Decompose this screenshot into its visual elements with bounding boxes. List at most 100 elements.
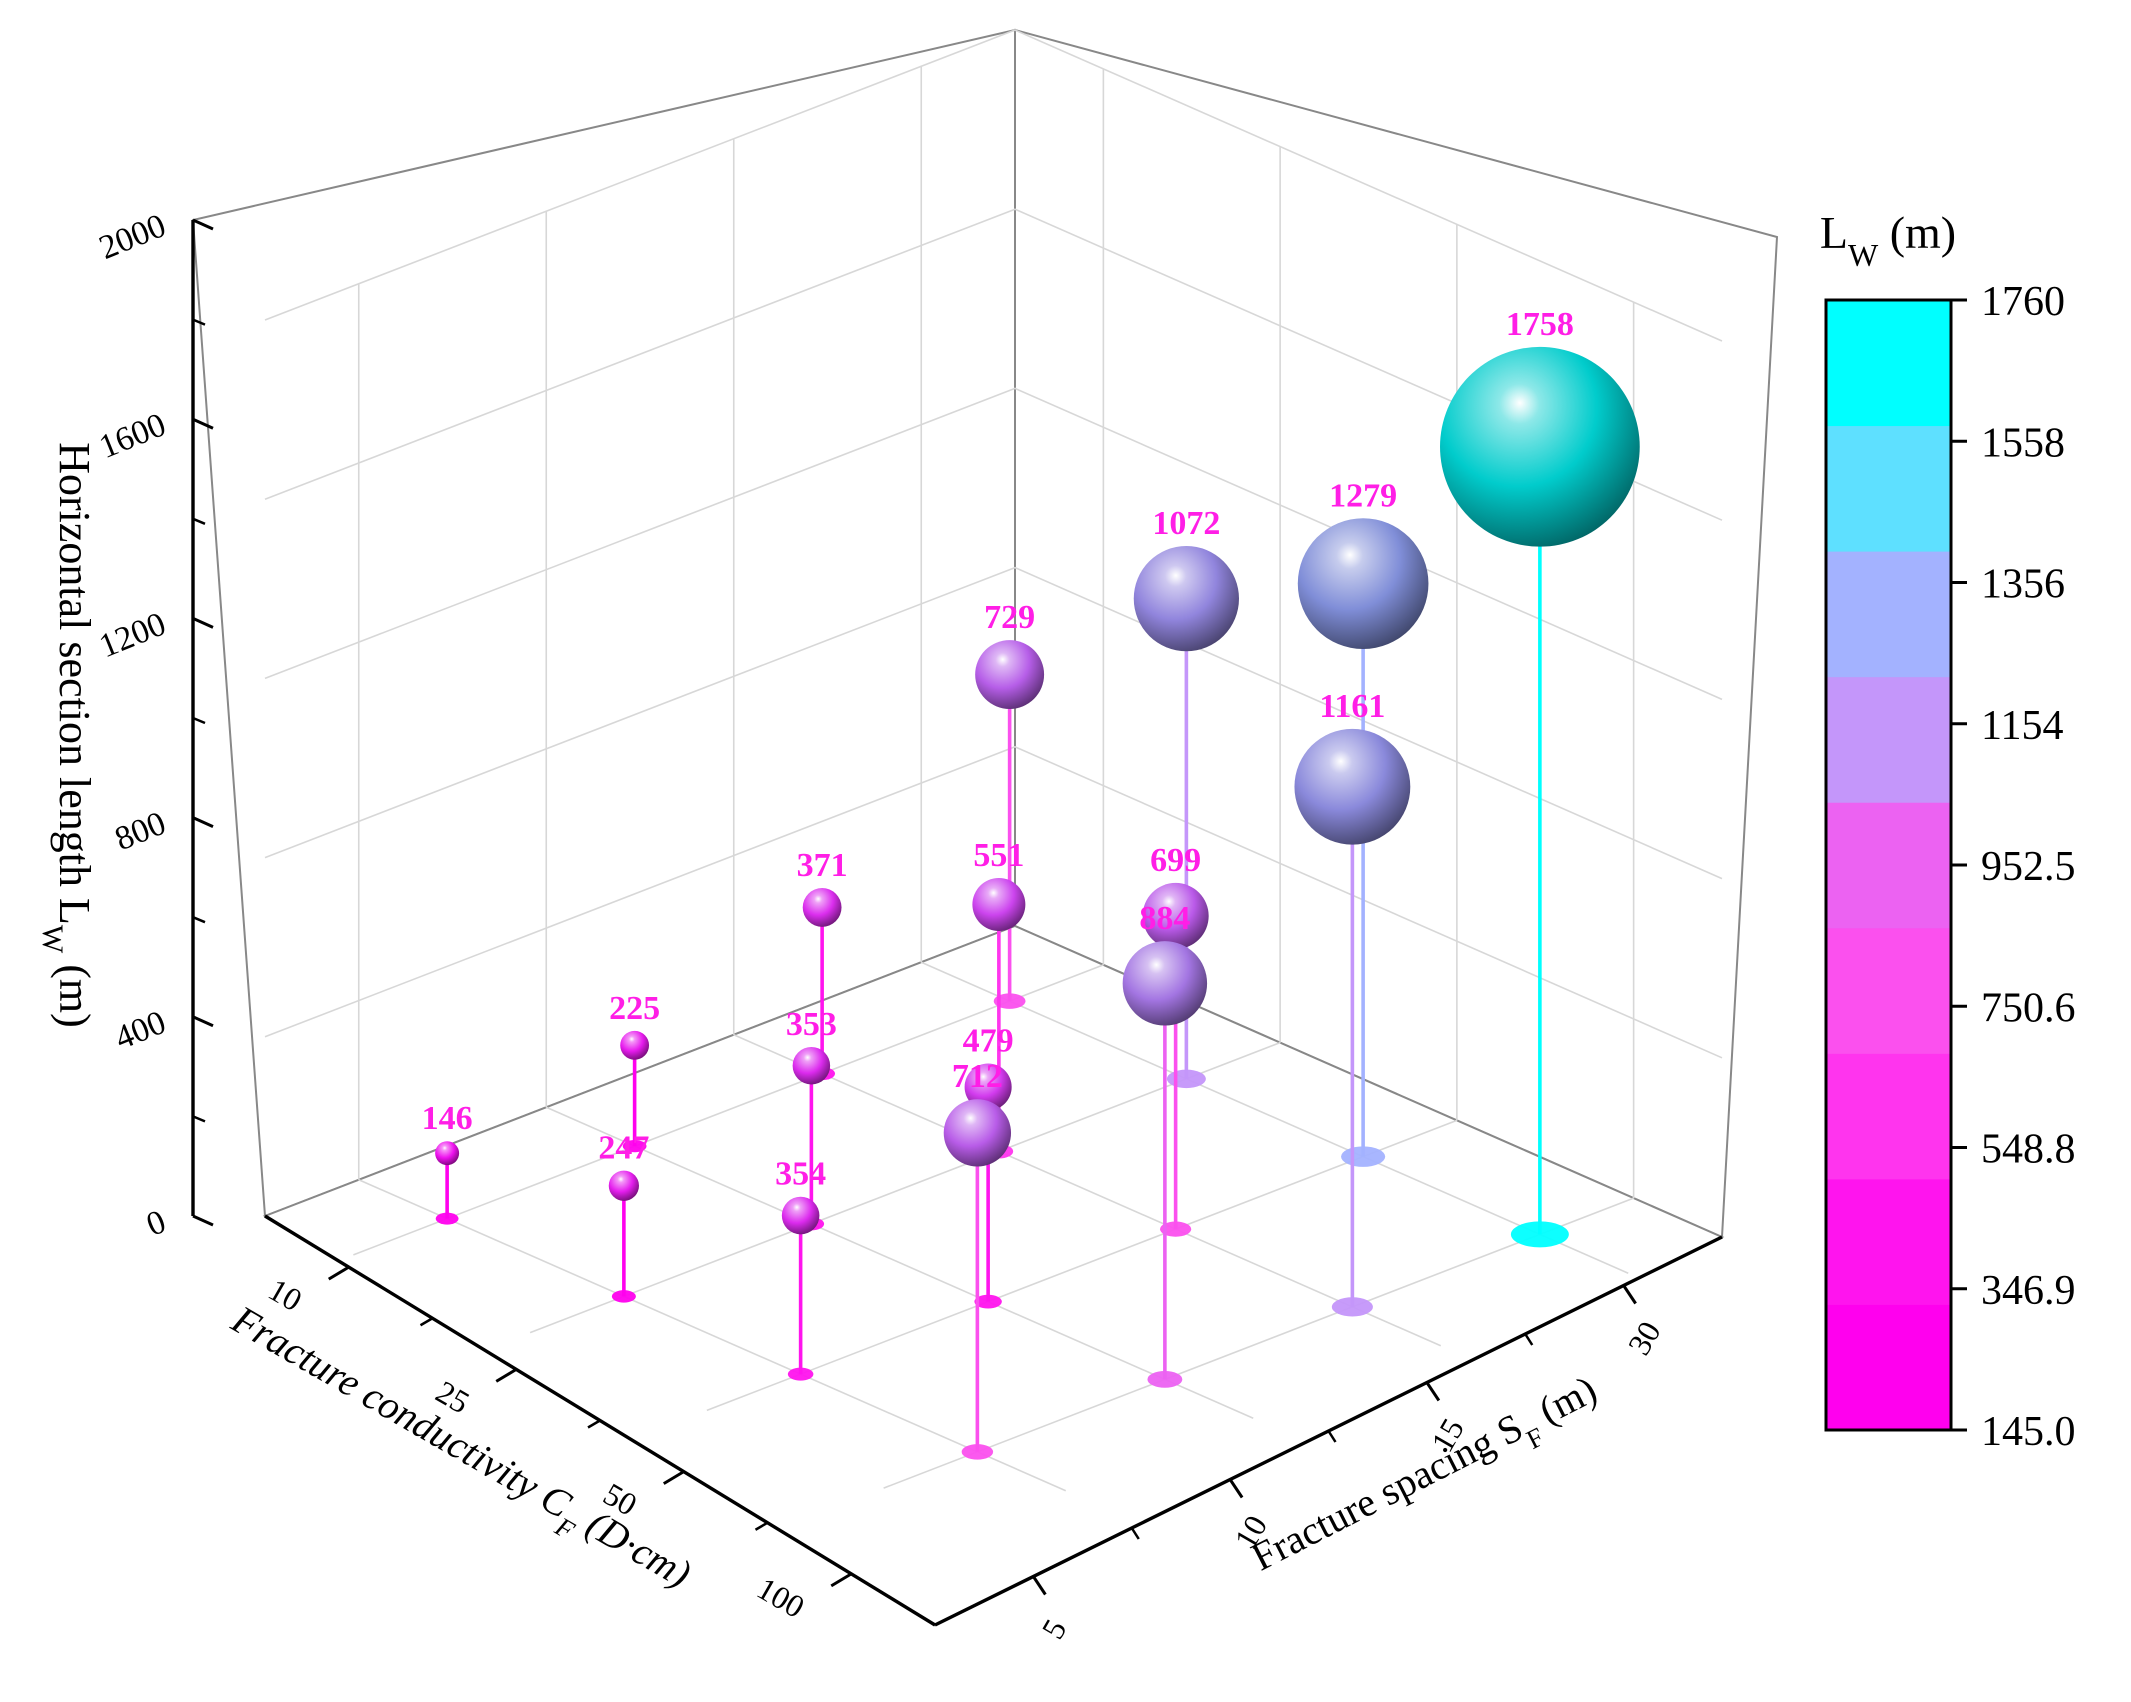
- floor-grid-line: [706, 1119, 1458, 1412]
- y-tick-label: 30: [1621, 1315, 1668, 1361]
- colorbar-segment: [1826, 802, 1951, 929]
- data-label: 353: [786, 1006, 837, 1043]
- data-label: 1161: [1319, 688, 1385, 725]
- floor-grid-line: [733, 1034, 1442, 1347]
- colorbar-tick-label: 145.0: [1981, 1409, 2076, 1455]
- colorbar-tick-label: 1154: [1981, 703, 2063, 749]
- height-grid-line: [264, 566, 1723, 880]
- x-tick: [327, 1265, 350, 1281]
- y-tick: [1032, 1575, 1047, 1596]
- data-label: 479: [963, 1023, 1014, 1060]
- z-minor-tick: [192, 916, 206, 924]
- data-point: 712: [943, 1058, 1012, 1460]
- z-tick: [192, 1015, 214, 1028]
- y-tick: [1622, 1284, 1637, 1305]
- sphere: [975, 640, 1045, 709]
- floor-grid-line: [920, 961, 1629, 1274]
- floor-grid-line: [353, 964, 1104, 1256]
- sphere: [1294, 728, 1411, 845]
- sphere: [435, 1141, 460, 1166]
- sphere: [792, 1046, 831, 1085]
- data-label: 551: [973, 837, 1024, 874]
- z-tick-label: 1200: [94, 606, 171, 666]
- z-minor-tick: [192, 716, 206, 725]
- data-point: 1161: [1294, 688, 1411, 1317]
- colorbar-segment: [1826, 1304, 1951, 1431]
- data-point: 247: [598, 1130, 649, 1303]
- data-label: 1072: [1152, 505, 1220, 542]
- z-tick: [192, 1214, 214, 1227]
- colorbar-tick-label: 346.9: [1981, 1268, 2076, 1314]
- z-tick-label: 1600: [94, 406, 171, 466]
- floor-grid-line: [358, 1179, 1067, 1492]
- data-label: 699: [1150, 842, 1201, 879]
- z-tick-label: 2000: [94, 207, 171, 267]
- sphere: [781, 1196, 820, 1235]
- axis-walls: [191, 28, 1779, 1627]
- z-axis-title: Horizontal section length LW (m): [37, 442, 100, 1028]
- height-grid-line: [264, 29, 1723, 342]
- sphere: [1133, 546, 1239, 652]
- data-point: 146: [422, 1100, 473, 1225]
- colorbar-tick-label: 750.6: [1981, 985, 2076, 1031]
- colorbar-segment: [1826, 676, 1951, 803]
- colorbar-tick-label: 548.8: [1981, 1127, 2076, 1173]
- sphere: [1122, 941, 1208, 1026]
- sphere: [1142, 882, 1209, 950]
- x-tick: [662, 1470, 685, 1485]
- colorbar-segment: [1826, 1053, 1951, 1180]
- colorbar-tick-label: 1760: [1981, 279, 2065, 325]
- x-tick: [830, 1572, 853, 1588]
- height-grid-line: [264, 745, 1723, 1059]
- data-label: 712: [952, 1058, 1003, 1095]
- z-tick-label: 800: [110, 805, 171, 858]
- height-grid-line: [264, 387, 1723, 701]
- z-minor-tick: [192, 517, 206, 525]
- axes: [191, 218, 1723, 1627]
- x-tick: [495, 1368, 518, 1383]
- data-label: 146: [422, 1100, 473, 1137]
- sphere: [972, 878, 1026, 932]
- data-label: 1279: [1329, 477, 1397, 514]
- colorbar: 145.0 346.9 548.8 750.6 952.5 1154 1356 1558 176…: [1820, 207, 2076, 1455]
- data-point: 1758: [1440, 306, 1640, 1248]
- z-tick: [192, 218, 214, 231]
- sphere: [802, 888, 842, 927]
- z-tick-label: 400: [110, 1004, 171, 1057]
- data-point: 225: [609, 990, 660, 1153]
- floor-grid-line: [529, 1041, 1281, 1334]
- y-minor-tick: [1327, 1430, 1337, 1443]
- colorbar-segment: [1826, 300, 1951, 427]
- sphere: [1297, 518, 1429, 649]
- colorbar-tick-label: 1558: [1981, 420, 2065, 466]
- colorbar-tick-label: 952.5: [1981, 844, 2076, 890]
- data-label: 371: [797, 847, 848, 884]
- sphere: [964, 1063, 1012, 1111]
- data-point: 884: [1122, 900, 1208, 1388]
- sphere: [943, 1099, 1012, 1167]
- data-label: 354: [775, 1156, 826, 1193]
- z-minor-tick: [192, 1115, 206, 1123]
- data-point: 354: [775, 1156, 826, 1381]
- floor-grid-line: [545, 1106, 1254, 1419]
- sphere: [620, 1030, 650, 1060]
- data-label: 247: [598, 1130, 649, 1167]
- grid-lines: [264, 29, 1723, 1492]
- data-label: 884: [1139, 900, 1190, 937]
- floor-grid-line: [883, 1197, 1634, 1489]
- colorbar-segment: [1826, 927, 1951, 1054]
- y-minor-tick: [1130, 1527, 1140, 1540]
- x-minor-tick: [587, 1419, 601, 1429]
- z-tick: [192, 816, 214, 828]
- x-tick-label: 100: [751, 1570, 811, 1625]
- y-tick: [1425, 1381, 1441, 1402]
- y-tick: [1228, 1478, 1244, 1499]
- data-label: 225: [609, 990, 660, 1027]
- y-minor-tick: [1524, 1333, 1534, 1346]
- y-tick-label: 5: [1034, 1613, 1073, 1645]
- z-tick: [192, 417, 214, 430]
- colorbar-segment: [1826, 551, 1951, 678]
- colorbar-segment: [1826, 425, 1951, 552]
- sphere: [1440, 346, 1640, 547]
